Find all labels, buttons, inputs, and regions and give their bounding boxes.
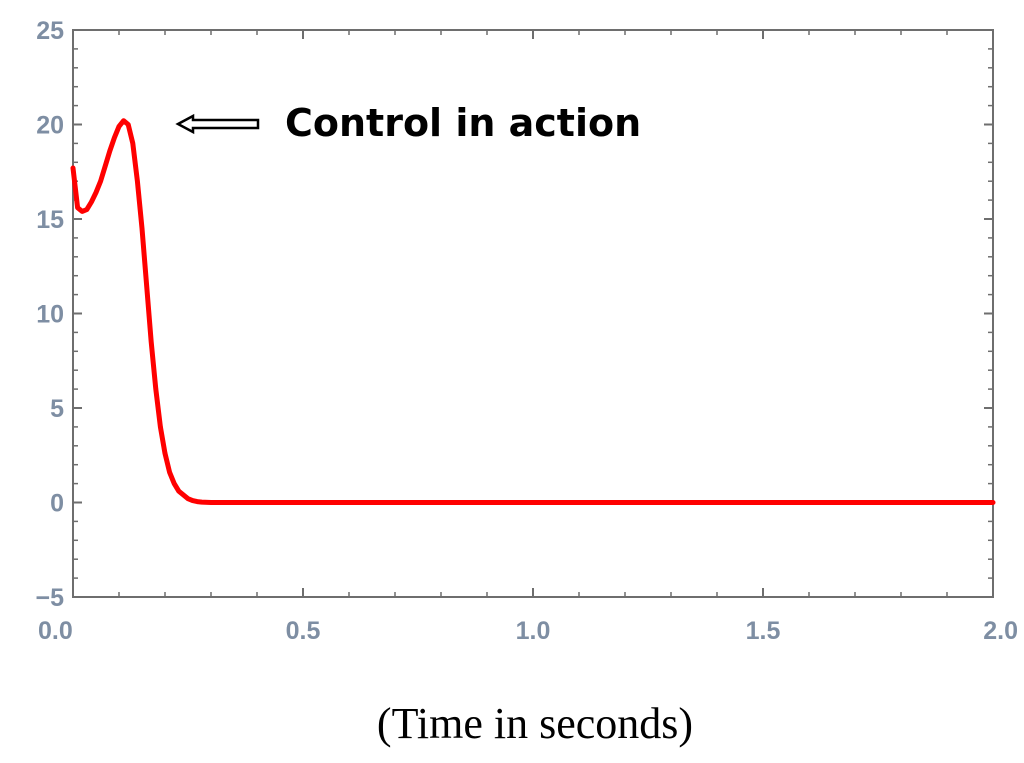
x-tick-label: 2.0 [983, 617, 1018, 645]
annotation-arrow [175, 113, 260, 135]
x-axis-label: (Time in seconds) [377, 699, 693, 748]
x-tick-label: 0.0 [38, 617, 73, 645]
y-tick-label: 5 [50, 395, 64, 423]
x-tick-label: 0.5 [286, 617, 321, 645]
annotation-label: Control in action [285, 101, 641, 145]
y-tick-label: 25 [36, 17, 64, 45]
x-tick-label: 1.0 [516, 617, 551, 645]
y-tick-labels: −5 0 5 10 15 20 25 [35, 17, 64, 612]
y-tick-label: 15 [36, 206, 64, 234]
y-tick-label: 10 [36, 301, 64, 329]
y-tick-label: 0 [50, 490, 64, 518]
y-tick-label: −5 [35, 584, 64, 612]
x-tick-label: 1.5 [746, 617, 781, 645]
x-tick-labels: 0.0 0.5 1.0 1.5 2.0 [38, 617, 1018, 645]
y-tick-label: 20 [36, 112, 64, 140]
series-line [70, 118, 996, 505]
